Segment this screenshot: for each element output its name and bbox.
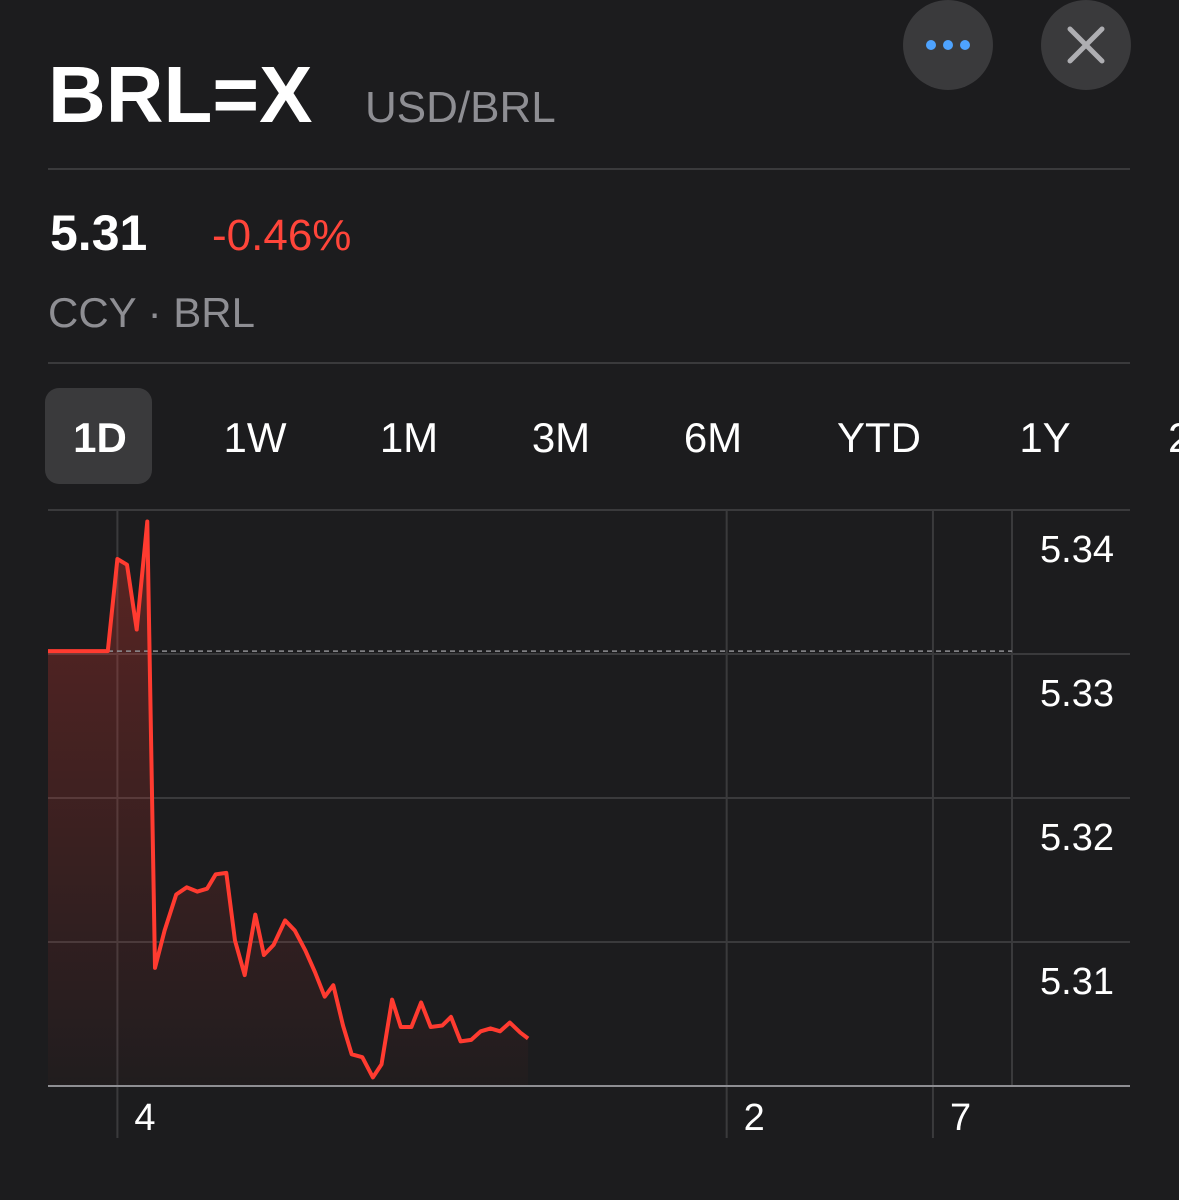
dot <box>943 40 953 50</box>
range-tab[interactable]: YTD <box>837 414 921 461</box>
y-tick-label: 5.32 <box>1040 817 1114 859</box>
x-tick-label: 4 <box>134 1097 155 1139</box>
range-tab[interactable]: 1D <box>73 414 127 461</box>
range-tabs: 1D 1W 1M 3M 6M YTD 1Y 2Y <box>73 414 1179 461</box>
close-button[interactable] <box>1041 0 1131 90</box>
range-tab[interactable]: 3M <box>532 414 590 461</box>
price-line <box>48 519 530 1080</box>
range-tab[interactable]: 1M <box>380 414 438 461</box>
y-tick-label: 5.33 <box>1040 673 1114 715</box>
dot <box>960 40 970 50</box>
x-tick-label: 2 <box>744 1097 765 1139</box>
range-tab[interactable]: 1W <box>224 414 287 461</box>
exchange: CCY · BRL <box>48 289 255 336</box>
close-icon <box>1067 26 1105 64</box>
range-tab[interactable]: 6M <box>684 414 742 461</box>
more-button[interactable] <box>903 0 993 90</box>
price: 5.31 <box>50 205 147 261</box>
range-tab[interactable]: 1Y <box>1019 414 1070 461</box>
dot <box>926 40 936 50</box>
symbol-name: USD/BRL <box>365 83 556 132</box>
price-area <box>48 521 529 1086</box>
y-tick-label: 5.31 <box>1040 961 1114 1003</box>
range-tab[interactable]: 2Y <box>1168 414 1179 461</box>
chart: 5.31 5.32 5.33 5.34 4 2 7 <box>48 509 1130 1139</box>
change: -0.46% <box>212 211 351 260</box>
selected-tab-bg <box>45 388 152 484</box>
y-tick-label: 5.34 <box>1040 529 1114 571</box>
x-tick-label: 7 <box>950 1097 971 1139</box>
symbol: BRL=X <box>48 50 313 139</box>
